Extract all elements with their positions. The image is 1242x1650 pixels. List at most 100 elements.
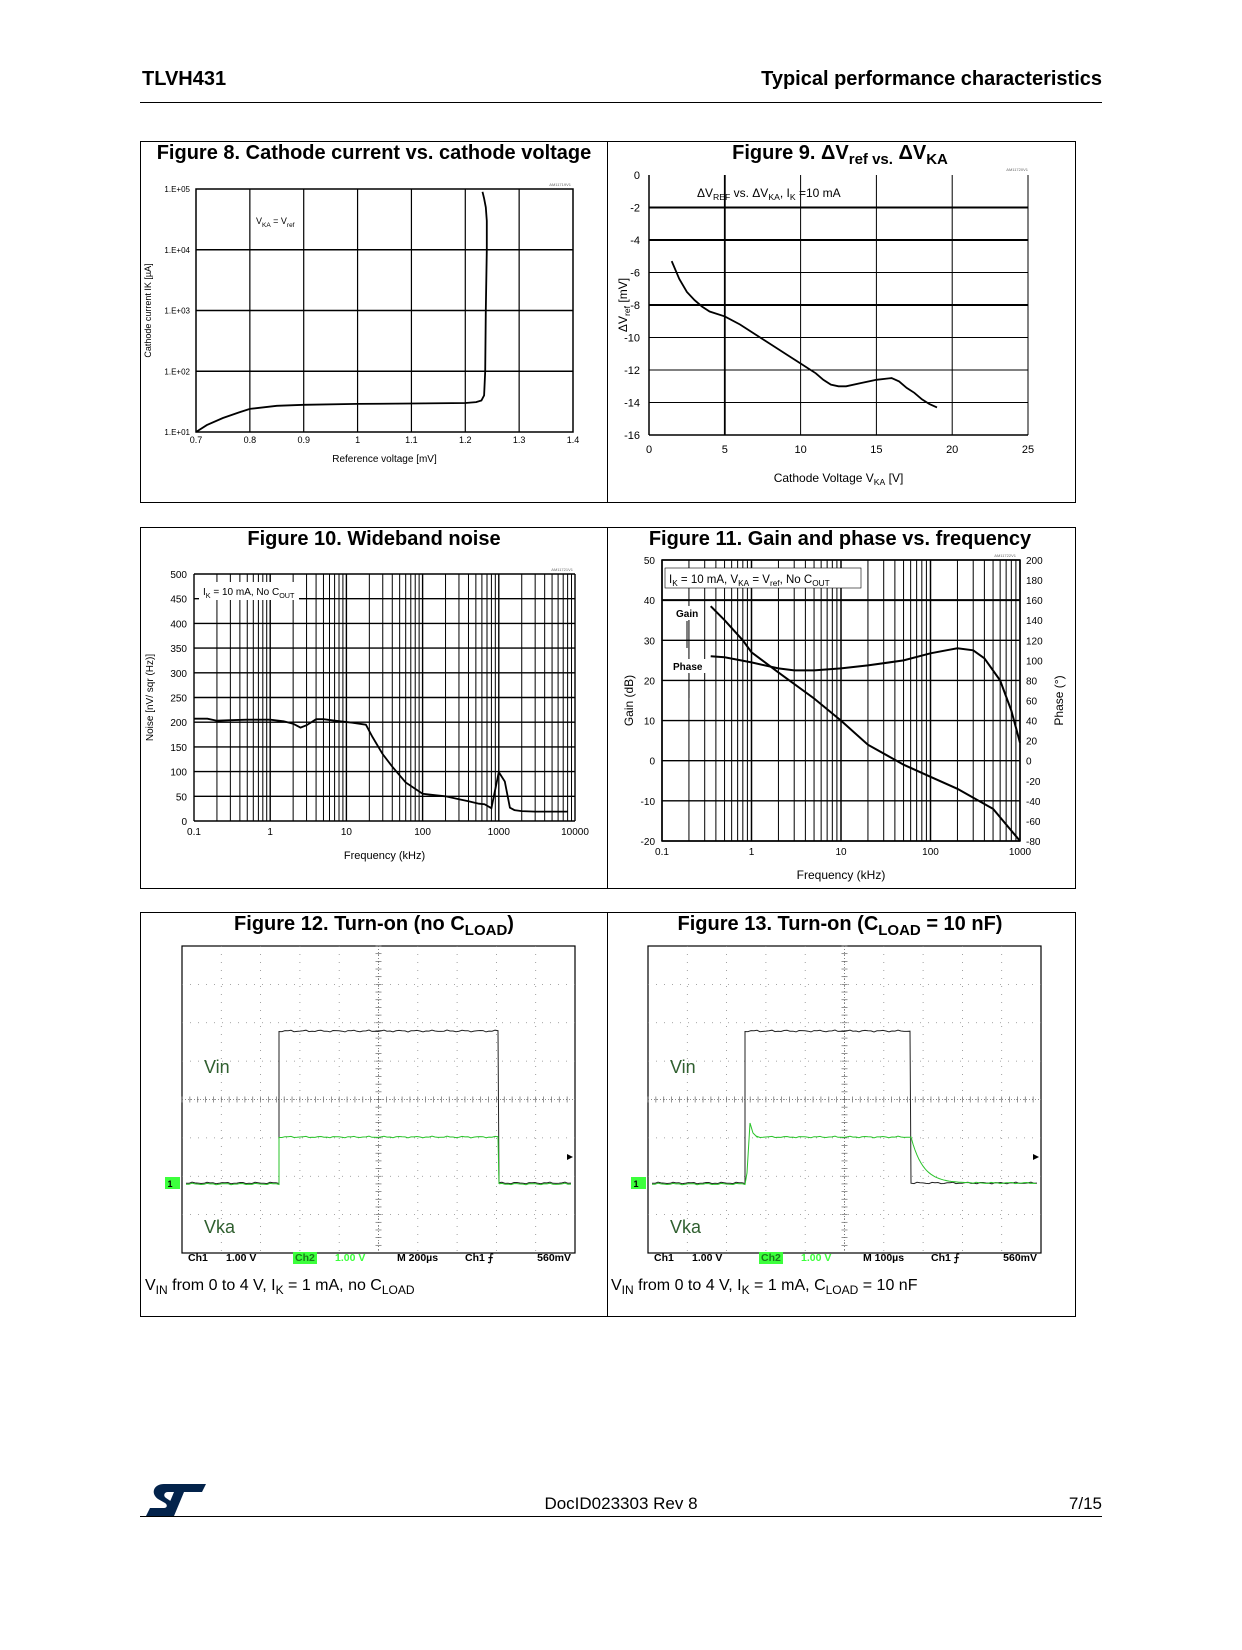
figure-13-scope: Vin Vka 1 Ch1 1.00 V Ch2 1.00 V M 100µs Ch1 ⨍ 560… bbox=[631, 945, 1042, 1264]
y-tick-label: 500 bbox=[170, 570, 187, 581]
curve-annotation-part: OUT bbox=[812, 579, 829, 588]
y-tick-label: 1.E+04 bbox=[164, 246, 190, 255]
y-tick-label: 300 bbox=[170, 669, 187, 680]
figure-11: Figure 11. Gain and phase vs. frequency … bbox=[607, 528, 1073, 886]
vin-label: Vin bbox=[670, 1057, 696, 1077]
figure-11-title: Figure 11. Gain and phase vs. frequency bbox=[648, 528, 1032, 550]
x-tick-label: 100 bbox=[922, 847, 939, 858]
y-tick-label: -4 bbox=[630, 235, 640, 247]
curve-annotation-part: K bbox=[790, 192, 796, 202]
trigger-level-arrow bbox=[1033, 1154, 1039, 1160]
plot-frame bbox=[661, 559, 1021, 842]
vka-label: Vka bbox=[670, 1217, 702, 1237]
scope-trigger: Ch1 ⨍ bbox=[465, 1252, 494, 1264]
y2-tick-label: 120 bbox=[1026, 636, 1043, 647]
channel-marker bbox=[165, 1177, 180, 1189]
y-axis-label: Gain (dB) bbox=[622, 675, 636, 726]
figure-row-3 bbox=[140, 912, 1076, 1317]
y-tick-label: 1.E+03 bbox=[164, 307, 190, 316]
scope-ch2-label: Ch2 bbox=[761, 1252, 781, 1264]
curve-annotation: VKA = Vref bbox=[256, 216, 295, 229]
x-tick-label: 1.4 bbox=[567, 435, 580, 445]
y-tick-label: 100 bbox=[170, 768, 187, 779]
y-tick-label: 1.E+05 bbox=[164, 185, 190, 194]
scope-ch1-scale: 1.00 V bbox=[226, 1252, 256, 1264]
figure-8-title: Figure 8. Cathode current vs. cathode vo… bbox=[156, 142, 592, 164]
figure-code: AM11720V1 bbox=[1006, 167, 1028, 172]
x-tick-label: 10 bbox=[835, 847, 847, 858]
x-tick-label: 0 bbox=[646, 444, 652, 456]
y-tick-label: 10 bbox=[644, 717, 656, 728]
y-tick-label: 30 bbox=[644, 636, 656, 647]
row1-divider bbox=[607, 141, 608, 503]
curve-annotation-part: K bbox=[206, 591, 211, 600]
vka-trace bbox=[651, 1122, 1037, 1186]
x-tick-label: 0.8 bbox=[244, 435, 257, 445]
curve-annotation: ΔVREF vs. ΔVKA, IK =10 mA bbox=[697, 186, 841, 202]
figure-10: Figure 10. Wideband noise 0.1 1 10 100 1000 1… bbox=[141, 528, 607, 886]
y2-tick-label: 80 bbox=[1026, 676, 1038, 687]
curve-annotation-part: = 10 mA, No C bbox=[211, 587, 280, 598]
series-line-noise bbox=[194, 717, 568, 813]
y2-tick-label: 140 bbox=[1026, 616, 1043, 627]
scope-timebase: M 200µs bbox=[397, 1252, 438, 1264]
curve-annotation-part: = V bbox=[749, 574, 770, 586]
y2-tick-label: -20 bbox=[1026, 777, 1041, 788]
figure-13-title: Figure 13. Turn-on (CLOAD = 10 nF) bbox=[677, 913, 1003, 939]
curve-annotation: IK = 10 mA, No COUT bbox=[203, 587, 295, 600]
y-tick-label: -14 bbox=[624, 398, 640, 410]
scope-ch2-label: Ch2 bbox=[295, 1252, 315, 1264]
y2-tick-label: 60 bbox=[1026, 697, 1038, 708]
document-id: DocID023303 Rev 8 bbox=[544, 1494, 698, 1513]
y2-tick-label: 0 bbox=[1026, 757, 1032, 768]
vka-label: Vka bbox=[204, 1217, 236, 1237]
curve-annotation-part: , I bbox=[780, 186, 790, 200]
y-axis-label: Noise [nV/ sqr (Hz)] bbox=[145, 654, 156, 741]
y-tick-label: 50 bbox=[176, 792, 188, 803]
y-tick-label: 1.E+01 bbox=[164, 428, 190, 437]
figure-12-title: Figure 12. Turn-on (no CLOAD) bbox=[234, 913, 514, 939]
scope-ch1-scale: 1.00 V bbox=[692, 1252, 722, 1264]
curve-annotation-part: V bbox=[256, 216, 262, 226]
figure-code: AM11721V1 bbox=[551, 567, 573, 572]
y-axis-label: Cathode current IK [µA] bbox=[143, 263, 153, 357]
curve-annotation-part: vs. ΔV bbox=[730, 186, 768, 200]
series-line-gain bbox=[709, 605, 1021, 842]
y-tick-label: 350 bbox=[170, 644, 187, 655]
footer-rule bbox=[140, 1516, 1102, 1517]
figure-13-caption: VIN from 0 to 4 V, IK = 1 mA, CLOAD = 10… bbox=[611, 1277, 918, 1298]
figure-8: Figure 8. Cathode current vs. cathode vo… bbox=[141, 142, 607, 500]
y-axis-label-part: ref bbox=[622, 305, 632, 316]
y-tick-label: 0 bbox=[181, 817, 187, 828]
scope-timebase: M 100µs bbox=[863, 1252, 904, 1264]
channel-marker bbox=[631, 1177, 646, 1189]
channel-marker-label: 1 bbox=[633, 1179, 638, 1189]
x-axis-label: Reference voltage [mV] bbox=[332, 454, 437, 465]
st-logo bbox=[146, 1484, 206, 1516]
x-tick-label: 10 bbox=[341, 827, 353, 838]
x-tick-label: 100 bbox=[414, 827, 431, 838]
figure-12-scope: Vin Vka 1 Ch1 1.00 V Ch2 1.00 V M 200µs Ch1 ⨍ 560… bbox=[165, 945, 576, 1264]
y-tick-label: -2 bbox=[630, 203, 640, 215]
y2-axis-label: Phase (°) bbox=[1052, 675, 1066, 725]
curve-annotation-part: I bbox=[669, 574, 672, 586]
y-tick-label: -6 bbox=[630, 268, 640, 280]
channel-marker-label: 1 bbox=[167, 1179, 172, 1189]
vin-trace bbox=[185, 1029, 572, 1185]
figure-row-2 bbox=[140, 527, 1076, 889]
x-axis-label-part: [V] bbox=[885, 471, 903, 485]
curve-annotation-part: ref bbox=[287, 222, 295, 229]
gain-label-bg bbox=[673, 606, 703, 620]
curve-annotation-part: , No C bbox=[780, 574, 813, 586]
curve-annotation-part: REF bbox=[713, 192, 730, 202]
x-tick-label: 25 bbox=[1022, 444, 1034, 456]
x-tick-label: 1 bbox=[355, 435, 360, 445]
vin-label: Vin bbox=[204, 1057, 230, 1077]
figure-10-chart: 0.1 1 10 100 1000 10000 0 50 100 150 200 250 300 350 4… bbox=[145, 567, 589, 862]
y2-tick-label: 100 bbox=[1026, 656, 1043, 667]
y-axis-label-part: ΔV bbox=[616, 316, 630, 332]
y2-tick-label: 200 bbox=[1026, 556, 1043, 567]
y-tick-label: 250 bbox=[170, 694, 187, 705]
gain-label: Gain bbox=[676, 609, 698, 620]
y2-tick-label: 20 bbox=[1026, 737, 1038, 748]
